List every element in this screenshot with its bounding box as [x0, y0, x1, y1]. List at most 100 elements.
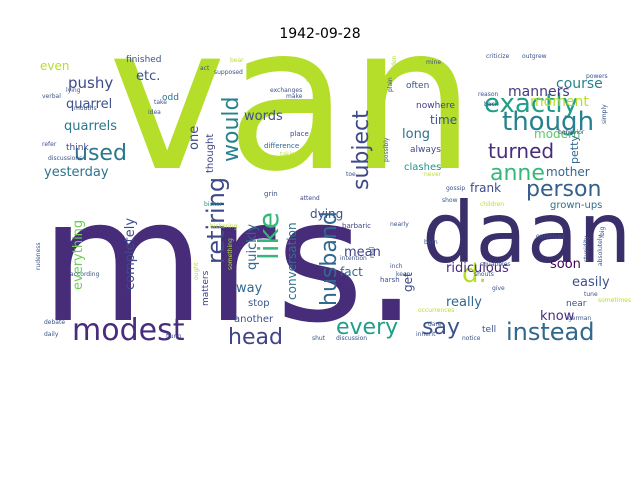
word-long: long [402, 127, 430, 142]
word-petty: petty [568, 135, 581, 164]
word-subject: subject [349, 110, 374, 190]
word-even: even [40, 59, 69, 73]
word-easily: easily [572, 275, 610, 290]
word-discussion: discussion [336, 335, 367, 342]
word-mine: mine [426, 59, 441, 66]
word-lying: lying [66, 87, 81, 94]
word-stop: stop [248, 298, 270, 309]
word-get: get [401, 272, 415, 292]
word-moment: moment [530, 94, 589, 110]
word-take: take [154, 99, 167, 106]
word-intention: intention [340, 255, 367, 262]
word-refer: refer [42, 141, 57, 148]
word-say: say [422, 315, 460, 340]
word-conversation: conversation [285, 222, 299, 300]
word-d: d. [462, 259, 487, 289]
word-instead: instead [506, 318, 595, 346]
word-supposed: supposed [214, 69, 243, 76]
word-barbaric: barbaric [342, 222, 371, 230]
word-would: would [219, 97, 244, 162]
word-occurrences: occurrences [418, 307, 454, 314]
word-inherit: inherit [416, 331, 436, 338]
word-used: used [74, 141, 127, 166]
word-mother: mother [546, 165, 590, 179]
word-sit: sit [305, 74, 312, 82]
word-criticize: criticize [486, 53, 510, 60]
word-pushy: pushy [68, 74, 113, 92]
word-debate: debate [44, 319, 65, 326]
word-toe: toe [346, 171, 356, 178]
word-modest: modest [72, 313, 185, 348]
word-absolutely: absolutely [597, 235, 604, 266]
word-really: really [446, 295, 482, 310]
word-bicker: bicker [204, 201, 223, 208]
word-etc: etc. [136, 69, 160, 84]
word-though: though [502, 107, 594, 137]
word-harsh: harsh [380, 276, 400, 284]
word-something: something [227, 238, 234, 270]
word-plain: plain [387, 77, 394, 92]
word-act: act [200, 65, 210, 72]
word-quickly: quickly [245, 224, 260, 270]
word-time: time [430, 113, 457, 127]
word-place: place [290, 130, 309, 138]
word-nearly: nearly [390, 221, 409, 228]
word-mouths: mouths [74, 105, 97, 112]
word-powers: powers [586, 73, 608, 80]
word-completely: completely [123, 218, 138, 290]
word-finished: finished [126, 55, 162, 65]
word-back: back [484, 101, 499, 108]
word-everything: everything [71, 220, 86, 290]
word-exactly: exactly [484, 89, 578, 119]
word-flung: flung [166, 333, 181, 340]
word-real: real [369, 246, 376, 258]
word-words: words [244, 109, 283, 124]
word-exchanges: exchanges [270, 87, 302, 94]
word-yesterday: yesterday [44, 165, 109, 180]
word-matters: matters [201, 270, 211, 306]
word-idea: idea [148, 109, 161, 116]
word-never: never [424, 171, 442, 178]
word-behavior: behavior [558, 129, 585, 136]
word-reason: reason [478, 91, 499, 98]
word-think: think [66, 143, 89, 153]
word-shut: shut [312, 335, 326, 342]
word-difference: difference [264, 142, 299, 150]
word-ourselves: ourselves [536, 233, 565, 240]
word-born: born [424, 239, 438, 246]
word-nowhere: nowhere [416, 101, 455, 111]
word-like: like [252, 212, 285, 260]
word-big: big [599, 227, 606, 236]
word-shouts: shouts [474, 271, 494, 278]
word-bickering: bickering [210, 223, 238, 230]
word-always: always [410, 145, 441, 155]
word-way: way [236, 281, 263, 296]
word-outgrew: outgrew [522, 53, 547, 60]
word-thought: thought [205, 134, 216, 173]
word-often: often [406, 81, 429, 91]
word-children: children [480, 201, 504, 208]
word-anne: anne [490, 161, 545, 186]
word-sometimes: sometimes [598, 297, 631, 304]
word-quarrels: quarrels [64, 119, 117, 134]
word-stupidity: stupidity [583, 235, 590, 262]
word-manners: manners [508, 84, 570, 100]
word-squabbles: squabbles [480, 261, 511, 268]
word-mean: mean [344, 245, 381, 260]
word-clashes: clashes [404, 162, 441, 173]
word-discussions: discussions [48, 155, 82, 162]
word-every: every [336, 315, 398, 340]
word-show: show [442, 197, 458, 204]
word-fact: fact [340, 265, 363, 279]
word-inch: inch [390, 263, 403, 270]
word-rudeness: rudeness [35, 242, 42, 270]
word-possibly: possibly [383, 137, 390, 162]
word-course: course [556, 76, 603, 92]
word-tell: tell [482, 325, 496, 335]
word-husband: husband [317, 211, 342, 306]
word-give: give [492, 285, 505, 292]
word-attend: attend [300, 195, 320, 202]
word-quarrel: quarrel [66, 97, 112, 112]
word-keep: keep [396, 271, 411, 278]
